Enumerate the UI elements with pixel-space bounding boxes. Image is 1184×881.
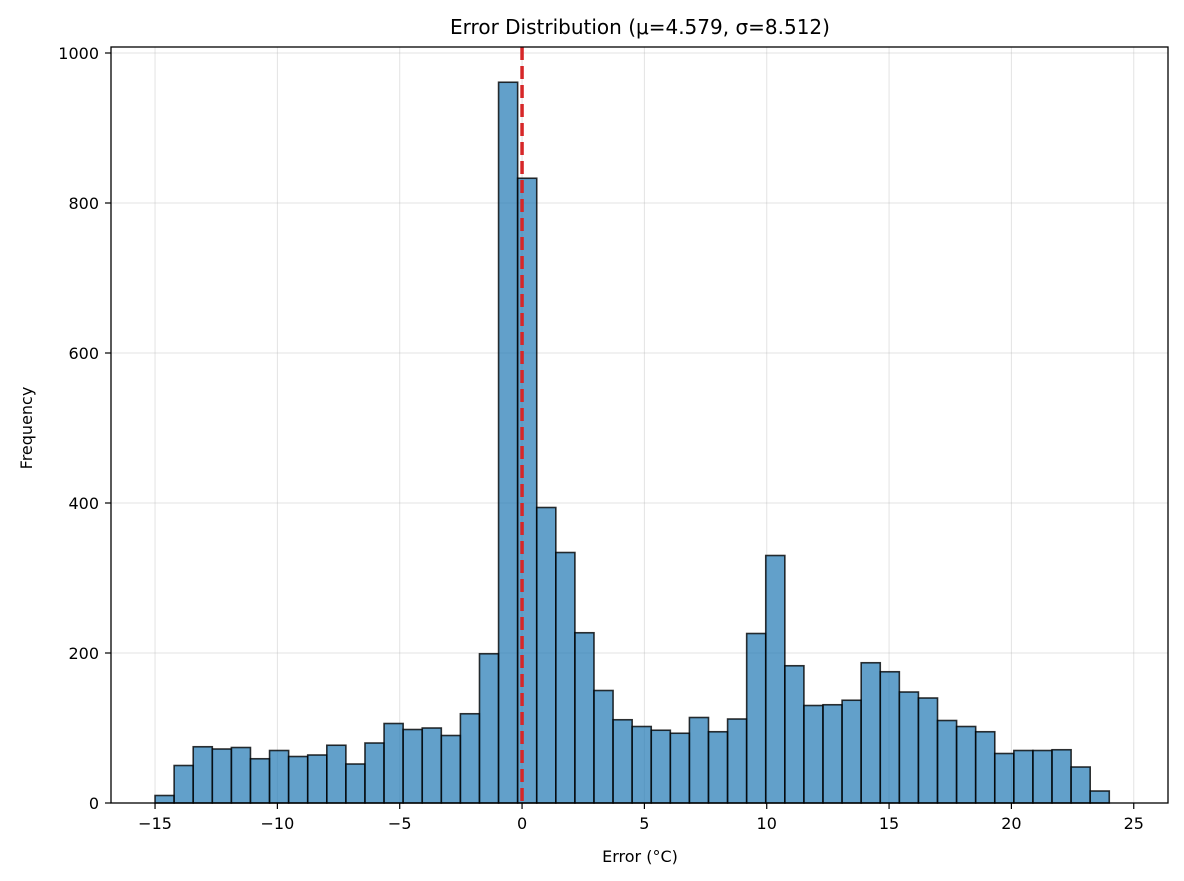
y-tick-label: 1000 [58,44,99,63]
x-axis-label: Error (°C) [602,847,678,866]
histogram-bar [287,755,309,804]
x-tick-label: −10 [260,814,294,833]
histogram-bar [478,652,500,804]
histogram-bar [688,716,710,804]
histogram-bar [955,725,977,804]
histogram-bar [879,670,901,804]
histogram-bar [268,749,290,804]
histogram-bar [383,722,404,804]
histogram-bar [459,712,481,804]
chart-title: Error Distribution (μ=4.579, σ=8.512) [450,15,830,39]
histogram-bar [784,664,805,804]
histogram-bar [764,554,786,804]
histogram-bar [345,763,366,804]
histogram-bar [745,632,767,804]
histogram-bar [497,81,519,804]
histogram-bar [1013,749,1034,804]
grid-layer [111,47,1168,804]
histogram-bar [230,746,252,804]
x-tick-label: 10 [757,814,777,833]
y-tick-label: 400 [68,494,99,513]
y-axis-label: Frequency [17,387,36,470]
histogram-bar [612,718,633,804]
y-tick-label: 600 [68,344,99,363]
histogram-bar [974,730,996,804]
histogram-bar [535,506,557,804]
histogram-bar [1070,766,1091,804]
x-tick-label: 25 [1124,814,1144,833]
histogram-bar [306,754,328,804]
histogram-bar [993,752,1015,804]
x-tick-label: 0 [517,814,527,833]
plot-frame [110,46,1169,804]
histogram-bar [192,745,214,804]
axes-layer [110,46,1169,804]
histogram-bar [154,794,175,804]
x-tick-label: 20 [1001,814,1021,833]
histogram-bar [593,689,614,804]
histogram-bar [364,742,385,804]
histogram-bar [249,757,271,804]
histogram-bar [211,748,233,804]
y-tick-label: 800 [68,194,99,213]
histogram-bar [707,730,729,804]
y-tick-label: 200 [68,644,99,663]
histogram-bar [421,727,443,804]
x-tick-label: −5 [388,814,412,833]
histogram-bar [631,725,653,804]
histogram-bar [574,631,595,804]
bars-layer [154,81,1111,804]
histogram-bar [898,691,920,804]
y-tick-label: 0 [89,794,99,813]
x-tick-label: 15 [879,814,899,833]
ticks-layer: −15 −10 −5 0 5 10 15 20 25 0 200 400 600 800 1000 [58,44,1144,833]
histogram-bar [1051,748,1072,804]
histogram-bar [936,719,958,804]
histogram-bar [326,744,347,804]
histogram-bar [650,729,672,804]
histogram-bar [402,728,424,804]
x-tick-label: 5 [639,814,649,833]
histogram-bar [669,732,691,804]
histogram-bar [1089,790,1111,804]
x-tick-label: −15 [138,814,172,833]
histogram-bar [822,703,843,804]
histogram-bar [173,764,195,804]
histogram-bar [860,661,882,804]
histogram-bar [726,718,748,804]
histogram-bar [803,704,824,804]
histogram-bar [555,551,576,804]
histogram-bar [917,697,939,804]
histogram-bar [1032,749,1053,804]
histogram-bar [841,699,862,804]
histogram-bar [440,734,462,804]
